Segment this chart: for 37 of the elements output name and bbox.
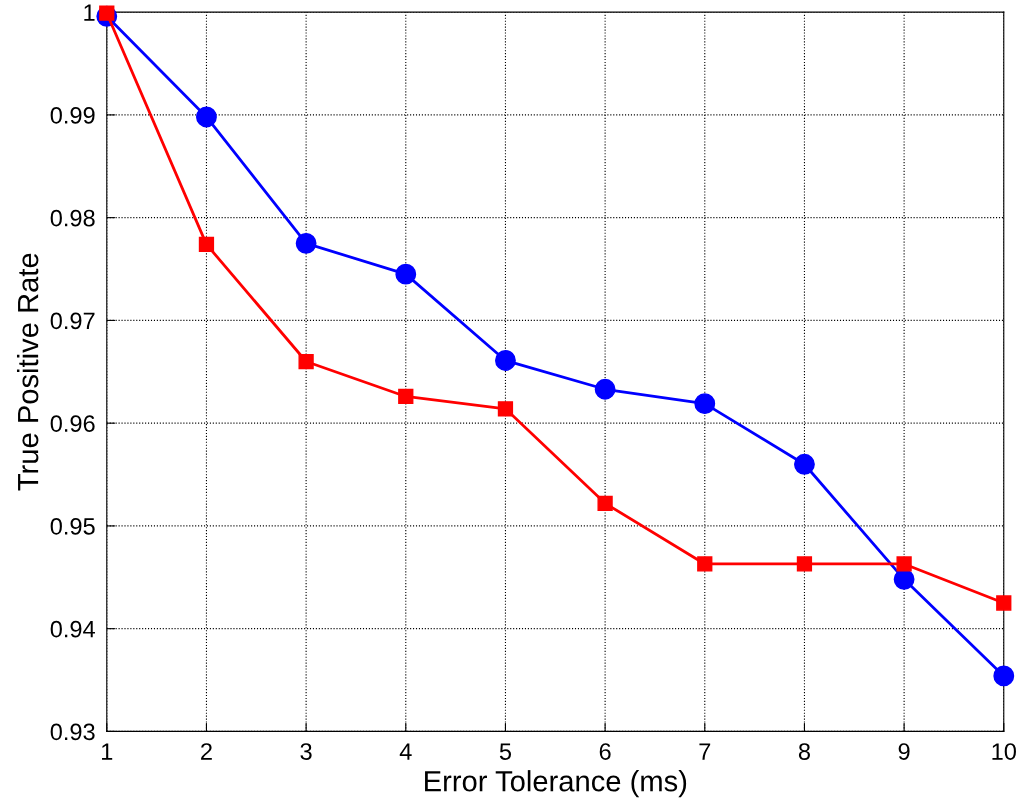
point	[896, 556, 912, 572]
point	[196, 106, 217, 128]
x-axis-title: Error Tolerance (ms)	[425, 770, 687, 798]
point	[597, 495, 613, 511]
y-tick-label: 0.97	[50, 312, 95, 330]
point	[398, 388, 414, 405]
y-tick-label: 0.99	[50, 106, 95, 124]
x-tick-label: 9	[898, 743, 910, 760]
point	[796, 556, 813, 572]
x-tick-label: 6	[599, 743, 611, 760]
point	[495, 350, 516, 371]
y-tick-label: 0.95	[50, 517, 95, 535]
y-axis-title: True Positive Rate	[16, 253, 39, 491]
y-tick-label: 0.98	[50, 209, 95, 227]
x-tick-label: 7	[699, 743, 711, 760]
point	[295, 232, 317, 254]
point	[697, 556, 713, 572]
x-tick-label: 5	[499, 743, 512, 760]
point	[497, 401, 514, 417]
x-tick-label: 2	[201, 743, 212, 760]
point	[794, 453, 815, 475]
point	[594, 378, 616, 400]
x-tick-label: 3	[300, 743, 312, 760]
point	[395, 263, 417, 285]
point	[198, 236, 215, 253]
y-tick-label: 1	[84, 4, 95, 21]
x-tick-label: 8	[798, 743, 810, 760]
point	[996, 595, 1012, 611]
point	[298, 353, 314, 370]
y-tick-label: 0.96	[50, 415, 95, 432]
x-tick-label: 10	[992, 743, 1016, 760]
point	[694, 393, 716, 415]
y-tick-label: 0.93	[50, 723, 95, 741]
x-tick-label: 1	[102, 743, 113, 760]
x-tick-label: 4	[399, 743, 412, 760]
point	[993, 665, 1015, 687]
y-tick-label: 0.94	[50, 620, 95, 638]
